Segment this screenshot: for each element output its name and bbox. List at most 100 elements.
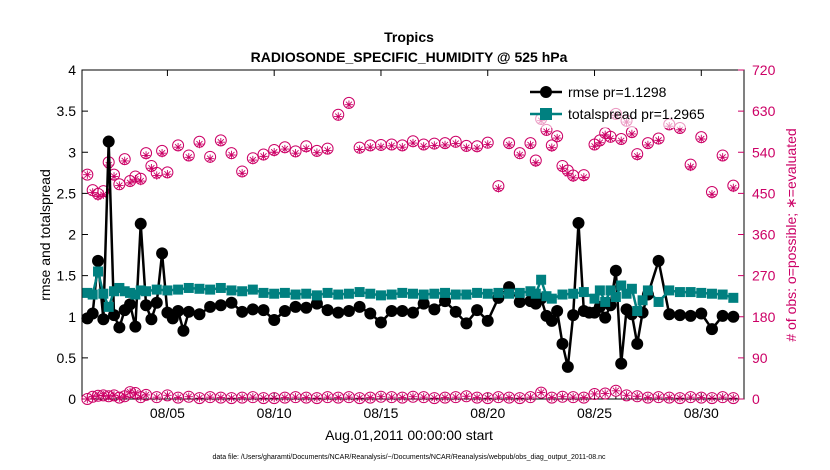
obs-evaluated-point — [115, 181, 124, 190]
totalspread-point — [93, 266, 104, 277]
obs-evaluated-point — [654, 392, 663, 402]
obs-evaluated-point — [547, 393, 557, 402]
rmse-point — [652, 254, 665, 267]
obs-evaluated-point — [184, 153, 193, 162]
obs-evaluated-point — [595, 138, 605, 147]
rmse-point — [134, 217, 147, 230]
rmse-point — [471, 304, 484, 317]
rmse-point — [609, 264, 622, 277]
rmse-point — [97, 313, 110, 326]
totalspread-point — [162, 285, 173, 296]
totalspread-point — [343, 288, 354, 299]
legend-label-rmse: rmse pr=1.1298 — [568, 84, 667, 100]
rmse-point — [561, 360, 574, 373]
rmse-point — [182, 305, 195, 318]
obs-evaluated-point — [312, 148, 322, 157]
obs-evaluated-point — [323, 146, 332, 155]
obs-evaluated-point — [440, 140, 450, 150]
obs-evaluated-point — [376, 392, 386, 401]
totalspread-point — [610, 292, 621, 303]
rmse-point — [140, 299, 153, 312]
totalspread-point — [696, 287, 707, 298]
totalspread-point — [226, 285, 237, 296]
totalspread-point — [109, 286, 120, 297]
obs-evaluated-point — [376, 142, 386, 151]
rmse-point — [727, 310, 740, 323]
totalspread-point — [621, 288, 632, 299]
totalspread-point — [247, 284, 258, 295]
totalspread-point — [397, 287, 408, 298]
obs-possible-point — [81, 168, 94, 181]
totalspread-point — [215, 282, 226, 293]
obs-evaluated-point — [451, 139, 460, 148]
obs-evaluated-point — [302, 393, 311, 402]
totalspread-point — [706, 288, 717, 299]
obs-evaluated-point — [259, 393, 268, 403]
totalspread-point — [472, 287, 483, 298]
totalspread-point — [557, 289, 568, 300]
totalspread-point — [674, 287, 685, 298]
totalspread-point — [616, 280, 627, 291]
totalspread-point — [151, 284, 162, 295]
obs-evaluated-point — [408, 392, 418, 401]
rmse-point — [246, 303, 259, 316]
obs-evaluated-point — [686, 392, 695, 402]
rmse-point — [364, 307, 377, 320]
rmse-point — [556, 337, 569, 350]
totalspread-point — [504, 288, 515, 299]
obs-evaluated-point — [147, 164, 156, 173]
totalspread-point — [333, 289, 344, 300]
rmse-point — [385, 304, 398, 317]
obs-evaluated-point — [665, 393, 674, 402]
y-axis-left-label: rmse and totalspread — [37, 169, 53, 301]
x-axis-label: Aug.01,2011 00:00:00 start — [325, 427, 493, 443]
rmse-point — [214, 299, 227, 312]
y-right-tick-label: 0 — [752, 391, 760, 407]
obs-evaluated-point — [451, 392, 460, 402]
obs-evaluated-point — [462, 143, 471, 152]
rmse-point — [513, 295, 526, 308]
totalspread-point — [546, 293, 557, 304]
rmse-point — [193, 308, 206, 321]
totalspread-point — [258, 287, 269, 298]
obs-evaluated-point — [141, 390, 151, 400]
obs-evaluated-point — [606, 134, 615, 143]
totalspread-point — [482, 288, 493, 299]
x-tick-label: 08/15 — [363, 405, 398, 421]
rmse-point — [156, 247, 169, 260]
obs-evaluated-point — [136, 176, 145, 186]
obs-evaluated-point — [600, 389, 610, 398]
totalspread-point — [530, 288, 541, 299]
y-left-tick-label: 2 — [68, 227, 76, 243]
totalspread-point — [541, 291, 552, 302]
obs-evaluated-point — [675, 125, 685, 135]
obs-evaluated-point — [633, 392, 642, 401]
obs-evaluated-point — [323, 392, 332, 402]
obs-evaluated-point — [611, 386, 621, 395]
obs-possible-point — [535, 386, 548, 399]
x-tick-label: 08/30 — [684, 405, 719, 421]
obs-evaluated-point — [109, 172, 119, 181]
obs-evaluated-point — [419, 392, 428, 402]
obs-evaluated-point — [617, 136, 626, 146]
obs-evaluated-point — [579, 393, 589, 402]
obs-evaluated-point — [568, 173, 578, 183]
obs-evaluated-point — [531, 158, 540, 167]
obs-evaluated-point — [248, 155, 258, 165]
obs-evaluated-point — [99, 190, 108, 199]
obs-evaluated-point — [173, 393, 183, 402]
y-left-tick-label: 3 — [68, 144, 76, 160]
obs-evaluated-point — [205, 154, 215, 163]
obs-evaluated-point — [152, 392, 161, 402]
totalspread-point — [600, 296, 611, 307]
obs-evaluated-point — [472, 143, 482, 153]
obs-evaluated-point — [120, 392, 129, 401]
obs-evaluated-point — [269, 393, 279, 403]
obs-evaluated-point — [398, 143, 407, 152]
totalspread-point — [173, 284, 184, 295]
totalspread-point — [311, 290, 322, 301]
legend-label-totalspread: totalspread pr=1.2965 — [568, 106, 705, 122]
rmse-point — [150, 296, 163, 309]
obs-evaluated-point — [419, 142, 428, 151]
obs-evaluated-point — [280, 144, 290, 154]
